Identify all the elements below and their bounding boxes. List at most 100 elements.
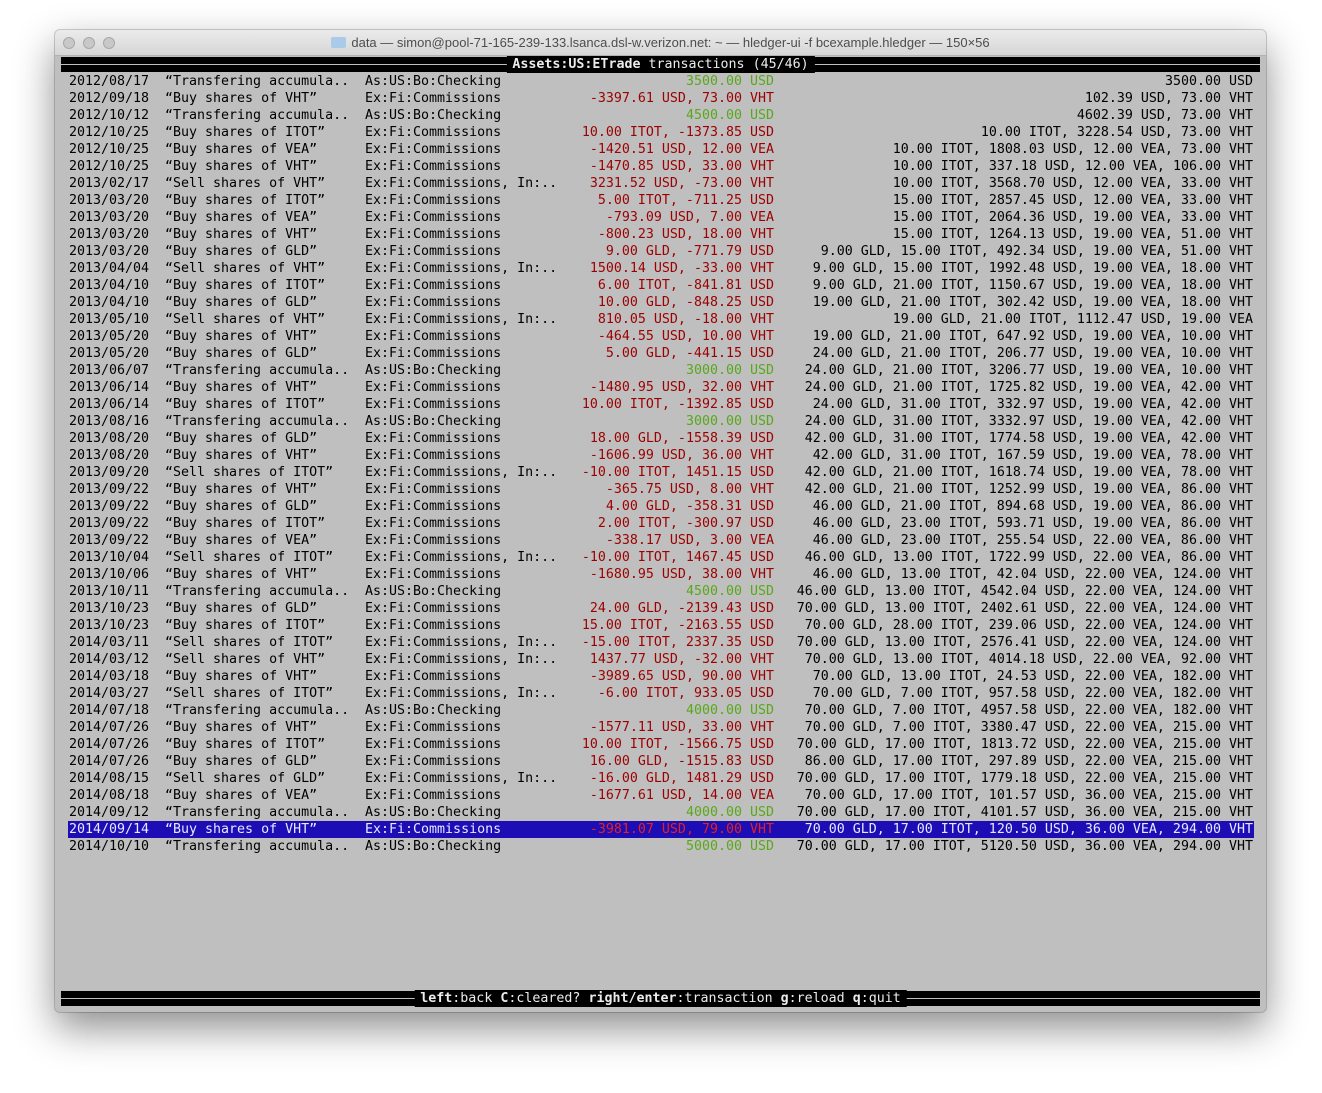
transaction-amount: 10.00 ITOT, -1566.75 USD bbox=[581, 737, 774, 752]
title-bar: data — simon@pool-71-165-239-133.lsanca.… bbox=[55, 30, 1266, 56]
transaction-balance: 4602.39 USD, 73.00 VHT bbox=[1076, 108, 1253, 123]
transaction-row[interactable]: 2013/09/22 “Buy shares of GLD” Ex:Fi:Commi… bbox=[68, 498, 1254, 515]
transaction-account: Ex:Fi:Commissions bbox=[365, 91, 502, 106]
transaction-row[interactable]: 2013/08/16 “Transfering accumula.. As:US:B… bbox=[68, 413, 1254, 430]
transaction-date: 2013/09/22 bbox=[69, 482, 150, 497]
transaction-row[interactable]: 2014/03/18 “Buy shares of VHT” Ex:Fi:Commi… bbox=[68, 668, 1254, 685]
transaction-date: 2013/06/07 bbox=[69, 363, 150, 378]
transaction-row[interactable]: 2013/10/23 “Buy shares of GLD” Ex:Fi:Commi… bbox=[68, 600, 1254, 617]
transaction-amount: -1420.51 USD, 12.00 VEA bbox=[589, 142, 774, 157]
transaction-row[interactable]: 2012/10/25 “Buy shares of VEA” Ex:Fi:Commi… bbox=[68, 141, 1254, 158]
transaction-date: 2013/10/11 bbox=[69, 584, 150, 599]
transaction-account: Ex:Fi:Commissions bbox=[365, 822, 502, 837]
transaction-account: Ex:Fi:Commissions bbox=[365, 159, 502, 174]
transaction-row[interactable]: 2013/08/20 “Buy shares of GLD” Ex:Fi:Commi… bbox=[68, 430, 1254, 447]
transaction-balance: 46.00 GLD, 13.00 ITOT, 42.04 USD, 22.00 … bbox=[812, 567, 1253, 582]
transaction-row[interactable]: 2013/03/20 “Buy shares of VHT” Ex:Fi:Commi… bbox=[68, 226, 1254, 243]
transaction-account: Ex:Fi:Commissions, In:.. bbox=[365, 686, 558, 701]
transaction-row[interactable]: 2013/03/20 “Buy shares of ITOT” Ex:Fi:Comm… bbox=[68, 192, 1254, 209]
transaction-date: 2014/08/18 bbox=[69, 788, 150, 803]
selected-transaction-row[interactable]: 2014/09/14 “Buy shares of VHT” Ex:Fi:Commi… bbox=[68, 821, 1254, 838]
transaction-row[interactable]: 2014/03/12 “Sell shares of VHT” Ex:Fi:Comm… bbox=[68, 651, 1254, 668]
transaction-amount: -793.09 USD, 7.00 VEA bbox=[605, 210, 774, 225]
transaction-row[interactable]: 2013/06/14 “Buy shares of ITOT” Ex:Fi:Comm… bbox=[68, 396, 1254, 413]
transaction-amount: 18.00 GLD, -1558.39 USD bbox=[589, 431, 774, 446]
transaction-row[interactable]: 2013/03/20 “Buy shares of GLD” Ex:Fi:Commi… bbox=[68, 243, 1254, 260]
transaction-account: As:US:Bo:Checking bbox=[365, 363, 502, 378]
transaction-row[interactable]: 2013/09/22 “Buy shares of VEA” Ex:Fi:Commi… bbox=[68, 532, 1254, 549]
transaction-amount: 9.00 GLD, -771.79 USD bbox=[605, 244, 774, 259]
transaction-row[interactable]: 2013/05/10 “Sell shares of VHT” Ex:Fi:Comm… bbox=[68, 311, 1254, 328]
transaction-row[interactable]: 2013/10/04 “Sell shares of ITOT” Ex:Fi:Com… bbox=[68, 549, 1254, 566]
transaction-balance: 10.00 ITOT, 3228.54 USD, 73.00 VHT bbox=[980, 125, 1253, 140]
transaction-row[interactable]: 2014/08/18 “Buy shares of VEA” Ex:Fi:Commi… bbox=[68, 787, 1254, 804]
transaction-balance: 70.00 GLD, 17.00 ITOT, 1779.18 USD, 22.0… bbox=[796, 771, 1253, 786]
transaction-row[interactable]: 2012/10/25 “Buy shares of ITOT” Ex:Fi:Comm… bbox=[68, 124, 1254, 141]
transaction-balance: 70.00 GLD, 17.00 ITOT, 101.57 USD, 36.00… bbox=[804, 788, 1253, 803]
transaction-date: 2014/03/12 bbox=[69, 652, 150, 667]
transaction-row[interactable]: 2013/05/20 “Buy shares of GLD” Ex:Fi:Commi… bbox=[68, 345, 1254, 362]
transaction-row[interactable]: 2013/10/11 “Transfering accumula.. As:US:B… bbox=[68, 583, 1254, 600]
transaction-date: 2013/08/20 bbox=[69, 431, 150, 446]
transaction-row[interactable]: 2014/07/26 “Buy shares of VHT” Ex:Fi:Commi… bbox=[68, 719, 1254, 736]
transaction-account: Ex:Fi:Commissions bbox=[365, 346, 502, 361]
transaction-row[interactable]: 2013/08/20 “Buy shares of VHT” Ex:Fi:Commi… bbox=[68, 447, 1254, 464]
transaction-balance: 19.00 GLD, 21.00 ITOT, 302.42 USD, 19.00… bbox=[812, 295, 1253, 310]
transaction-row[interactable]: 2013/04/10 “Buy shares of GLD” Ex:Fi:Commi… bbox=[68, 294, 1254, 311]
transaction-row[interactable]: 2014/09/12 “Transfering accumula.. As:US:B… bbox=[68, 804, 1254, 821]
transaction-desc: “Buy shares of GLD” bbox=[165, 431, 318, 446]
transaction-row[interactable]: 2012/10/12 “Transfering accumula.. As:US:B… bbox=[68, 107, 1254, 124]
transaction-balance: 102.39 USD, 73.00 VHT bbox=[1084, 91, 1253, 106]
transaction-balance: 70.00 GLD, 17.00 ITOT, 5120.50 USD, 36.0… bbox=[796, 839, 1253, 854]
transaction-balance: 42.00 GLD, 31.00 ITOT, 167.59 USD, 19.00… bbox=[812, 448, 1253, 463]
transaction-balance: 9.00 GLD, 15.00 ITOT, 1992.48 USD, 19.00… bbox=[812, 261, 1253, 276]
transaction-row[interactable]: 2013/06/14 “Buy shares of VHT” Ex:Fi:Commi… bbox=[68, 379, 1254, 396]
transaction-row[interactable]: 2013/03/20 “Buy shares of VEA” Ex:Fi:Commi… bbox=[68, 209, 1254, 226]
transaction-row[interactable]: 2014/10/10 “Transfering accumula.. As:US:B… bbox=[68, 838, 1254, 855]
minimize-window-button[interactable] bbox=[83, 37, 95, 49]
transaction-row[interactable]: 2014/08/15 “Sell shares of GLD” Ex:Fi:Comm… bbox=[68, 770, 1254, 787]
transaction-desc: “Buy shares of VHT” bbox=[165, 482, 318, 497]
transaction-row[interactable]: 2012/09/18 “Buy shares of VHT” Ex:Fi:Commi… bbox=[68, 90, 1254, 107]
transaction-account: Ex:Fi:Commissions, In:.. bbox=[365, 465, 558, 480]
transaction-row[interactable]: 2012/08/17 “Transfering accumula.. As:US:B… bbox=[68, 73, 1254, 90]
transaction-amount: -365.75 USD, 8.00 VHT bbox=[605, 482, 774, 497]
transaction-row[interactable]: 2013/04/04 “Sell shares of VHT” Ex:Fi:Comm… bbox=[68, 260, 1254, 277]
transaction-account: Ex:Fi:Commissions bbox=[365, 567, 502, 582]
transaction-row[interactable]: 2013/10/06 “Buy shares of VHT” Ex:Fi:Commi… bbox=[68, 566, 1254, 583]
window-title-text: data — simon@pool-71-165-239-133.lsanca.… bbox=[351, 35, 990, 50]
transaction-desc: “Buy shares of ITOT” bbox=[165, 125, 326, 140]
transaction-row[interactable]: 2013/06/07 “Transfering accumula.. As:US:B… bbox=[68, 362, 1254, 379]
transaction-row[interactable]: 2012/10/25 “Buy shares of VHT” Ex:Fi:Commi… bbox=[68, 158, 1254, 175]
transaction-row[interactable]: 2013/02/17 “Sell shares of VHT” Ex:Fi:Comm… bbox=[68, 175, 1254, 192]
transaction-balance: 24.00 GLD, 21.00 ITOT, 3206.77 USD, 19.0… bbox=[804, 363, 1253, 378]
transaction-desc: “Sell shares of ITOT” bbox=[165, 635, 334, 650]
transaction-date: 2013/09/22 bbox=[69, 516, 150, 531]
transaction-row[interactable]: 2013/09/22 “Buy shares of ITOT” Ex:Fi:Comm… bbox=[68, 515, 1254, 532]
transaction-amount: -1677.61 USD, 14.00 VEA bbox=[589, 788, 774, 803]
transaction-row[interactable]: 2013/05/20 “Buy shares of VHT” Ex:Fi:Commi… bbox=[68, 328, 1254, 345]
transaction-row[interactable]: 2014/03/11 “Sell shares of ITOT” Ex:Fi:Com… bbox=[68, 634, 1254, 651]
transaction-row[interactable]: 2014/03/27 “Sell shares of ITOT” Ex:Fi:Com… bbox=[68, 685, 1254, 702]
transaction-amount: 10.00 GLD, -848.25 USD bbox=[597, 295, 774, 310]
transaction-row[interactable]: 2014/07/26 “Buy shares of GLD” Ex:Fi:Commi… bbox=[68, 753, 1254, 770]
folder-icon bbox=[331, 37, 347, 48]
zoom-window-button[interactable] bbox=[103, 37, 115, 49]
transaction-row[interactable]: 2014/07/26 “Buy shares of ITOT” Ex:Fi:Comm… bbox=[68, 736, 1254, 753]
transaction-date: 2013/04/10 bbox=[69, 278, 150, 293]
transaction-desc: “Buy shares of GLD” bbox=[165, 295, 318, 310]
terminal-content[interactable]: Assets:US:ETrade transactions (45/46) 20… bbox=[61, 56, 1260, 1012]
transaction-row[interactable]: 2013/10/23 “Buy shares of ITOT” Ex:Fi:Comm… bbox=[68, 617, 1254, 634]
transaction-account: Ex:Fi:Commissions, In:.. bbox=[365, 550, 558, 565]
transaction-row[interactable]: 2014/07/18 “Transfering accumula.. As:US:B… bbox=[68, 702, 1254, 719]
transaction-balance: 70.00 GLD, 7.00 ITOT, 957.58 USD, 22.00 … bbox=[812, 686, 1253, 701]
transaction-date: 2013/03/20 bbox=[69, 244, 150, 259]
transaction-row[interactable]: 2013/04/10 “Buy shares of ITOT” Ex:Fi:Comm… bbox=[68, 277, 1254, 294]
transaction-date: 2013/10/06 bbox=[69, 567, 150, 582]
transaction-amount: 810.05 USD, -18.00 VHT bbox=[597, 312, 774, 327]
transaction-row[interactable]: 2013/09/20 “Sell shares of ITOT” Ex:Fi:Com… bbox=[68, 464, 1254, 481]
transaction-amount: 5000.00 USD bbox=[685, 839, 774, 854]
transaction-row[interactable]: 2013/09/22 “Buy shares of VHT” Ex:Fi:Commi… bbox=[68, 481, 1254, 498]
close-window-button[interactable] bbox=[63, 37, 75, 49]
transaction-account: Ex:Fi:Commissions bbox=[365, 516, 502, 531]
